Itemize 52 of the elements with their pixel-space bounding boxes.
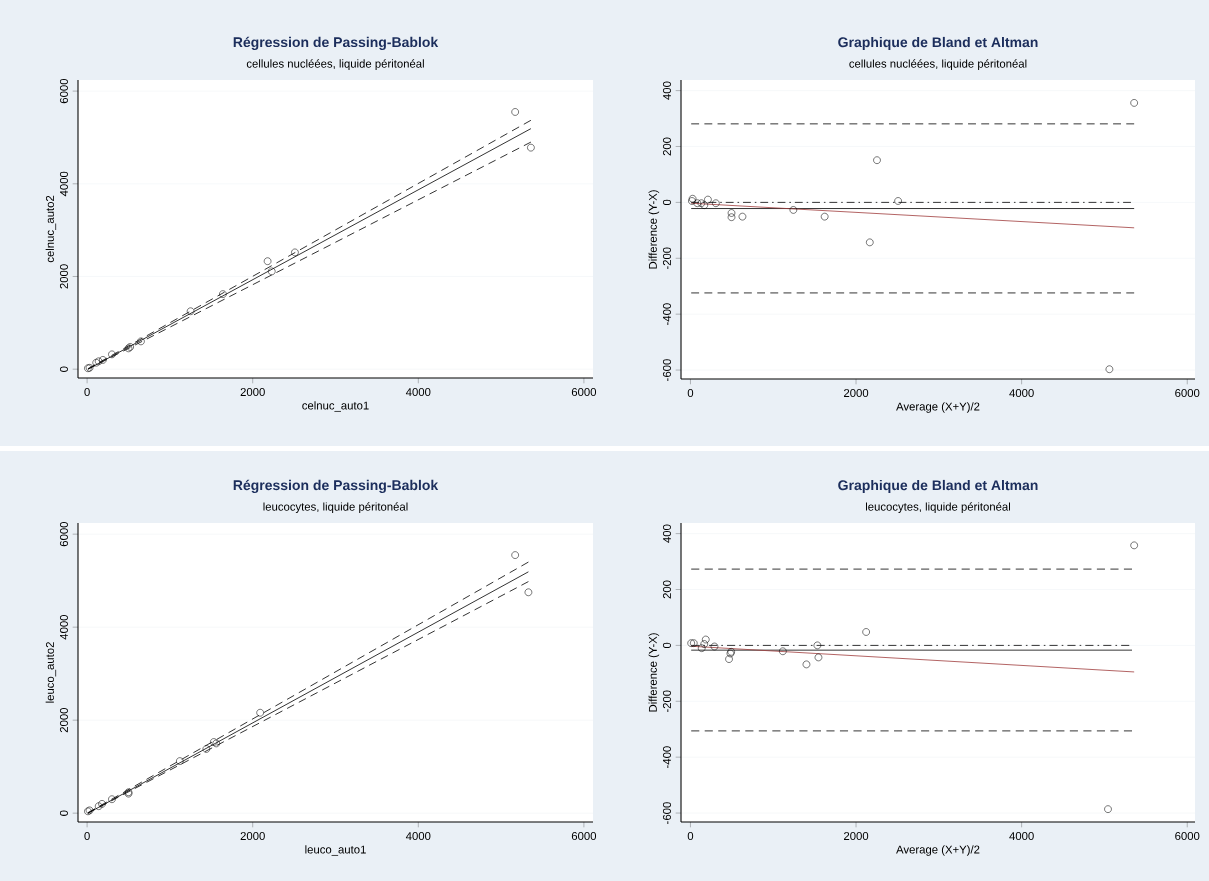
x-tick-label: 2000	[240, 832, 265, 841]
y-tick-label: 0	[662, 199, 671, 206]
y-tick-label: 6000	[59, 522, 68, 547]
chart-title: Graphique de Bland et Altman	[838, 36, 1038, 50]
y-tick-label: -600	[662, 359, 671, 381]
y-tick-label: -200	[662, 247, 671, 270]
x-tick-label: 0	[84, 832, 90, 841]
x-tick-label: 0	[687, 832, 694, 841]
y-tick-label: 4000	[59, 615, 68, 640]
x-tick-label: 4000	[405, 832, 431, 841]
y-tick-label: -400	[662, 746, 671, 769]
chart-subtitle: leucocytes, liquide péritonéal	[866, 502, 1010, 513]
x-tick-label: 6000	[571, 832, 597, 841]
y-tick-label: 2000	[59, 708, 68, 733]
chart-title: Régression de Passing-Bablok	[233, 479, 439, 493]
chart-subtitle: cellules nucléées, liquide péritonéal	[246, 59, 424, 70]
y-tick-label: -200	[662, 690, 671, 713]
x-tick-label: 4000	[1009, 832, 1034, 841]
x-tick-label: 6000	[1175, 832, 1200, 841]
chart-title: Régression de Passing-Bablok	[233, 36, 439, 50]
y-tick-label: 6000	[59, 78, 68, 104]
chart-title: Graphique de Bland et Altman	[838, 479, 1038, 493]
y-tick-label: 200	[662, 580, 671, 599]
y-axis-title: Difference (Y-X)	[648, 190, 660, 269]
chart-subtitle: cellules nucléées, liquide péritonéal	[849, 59, 1027, 70]
y-tick-label: 4000	[59, 171, 68, 197]
y-tick-label: 2000	[59, 264, 68, 289]
x-tick-label: 6000	[1175, 389, 1200, 398]
y-tick-label: 0	[662, 642, 671, 649]
y-axis-title: leuco_auto2	[45, 642, 57, 703]
y-tick-label: 0	[59, 366, 68, 372]
y-tick-label: -600	[662, 802, 671, 824]
y-tick-label: 200	[662, 137, 671, 156]
y-axis-title: celnuc_auto2	[45, 195, 57, 263]
x-axis-title: Average (X+Y)/2	[896, 845, 980, 856]
x-tick-label: 2000	[844, 389, 869, 398]
x-tick-label: 0	[687, 389, 694, 398]
x-tick-label: 4000	[405, 388, 431, 397]
y-tick-label: 400	[662, 81, 671, 100]
x-axis-title: celnuc_auto1	[302, 401, 369, 412]
y-tick-label: 400	[662, 524, 671, 543]
x-tick-label: 2000	[240, 388, 265, 397]
x-tick-label: 0	[84, 388, 90, 397]
x-tick-label: 4000	[1009, 389, 1034, 398]
chart-subtitle: leucocytes, liquide péritonéal	[263, 502, 408, 513]
y-axis-title: Difference (Y-X)	[648, 633, 660, 712]
x-axis-title: leuco_auto1	[305, 845, 366, 856]
x-tick-label: 2000	[844, 832, 869, 841]
x-tick-label: 6000	[571, 388, 597, 397]
x-axis-title: Average (X+Y)/2	[896, 402, 980, 413]
y-tick-label: 0	[59, 810, 68, 816]
y-tick-label: -400	[662, 303, 671, 325]
